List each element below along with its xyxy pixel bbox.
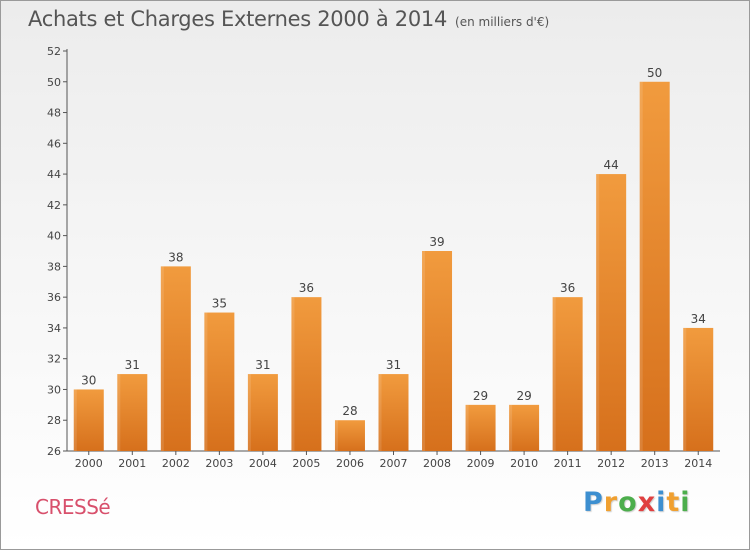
chart-title-text: Achats et Charges Externes 2000 à 2014	[28, 7, 448, 31]
x-tick-label: 2004	[249, 457, 277, 470]
commune-name: CRESSé	[35, 495, 111, 519]
bar-highlight	[204, 312, 208, 451]
y-tick-label: 36	[47, 291, 61, 304]
bar	[422, 251, 453, 451]
data-label: 36	[299, 281, 314, 295]
bar-highlight	[291, 297, 295, 451]
bar-highlight	[639, 81, 643, 452]
data-label: 31	[255, 358, 270, 372]
x-tick-label: 2014	[684, 457, 712, 470]
bar	[465, 404, 496, 451]
data-label: 29	[516, 389, 531, 403]
bar	[73, 389, 104, 451]
bar	[639, 81, 670, 452]
bar	[247, 374, 278, 451]
data-label: 31	[386, 358, 401, 372]
x-tick-label: 2007	[380, 457, 408, 470]
proxiti-logo[interactable]: Proxiti	[583, 487, 691, 518]
data-label: 38	[168, 250, 183, 264]
y-tick-label: 44	[47, 168, 61, 181]
x-tick-label: 2012	[597, 457, 625, 470]
x-tick-label: 2006	[336, 457, 364, 470]
y-tick-label: 40	[47, 230, 61, 243]
bar-highlight	[465, 404, 469, 451]
x-tick-label: 2013	[641, 457, 669, 470]
y-tick-label: 32	[47, 353, 61, 366]
x-tick-label: 2011	[554, 457, 582, 470]
bar	[552, 297, 583, 451]
x-tick-label: 2008	[423, 457, 451, 470]
y-tick-label: 34	[47, 322, 61, 335]
y-tick-label: 28	[47, 414, 61, 427]
x-tick-label: 2002	[162, 457, 190, 470]
bar	[291, 297, 322, 451]
bar-highlight	[683, 327, 687, 451]
logo-letter: o	[618, 487, 638, 518]
chart-subtitle: (en milliers d'€)	[455, 15, 550, 29]
bar-highlight	[422, 251, 426, 451]
bar-highlight	[596, 174, 600, 452]
x-tick-label: 2010	[510, 457, 538, 470]
bar	[160, 266, 191, 451]
bar	[204, 312, 235, 451]
bar	[683, 327, 714, 451]
data-label: 29	[473, 389, 488, 403]
x-tick-label: 2009	[467, 457, 495, 470]
data-label: 35	[212, 297, 227, 311]
y-tick-label: 42	[47, 199, 61, 212]
logo-letter: t	[666, 487, 681, 518]
x-tick-label: 2000	[75, 457, 103, 470]
logo-letter: x	[637, 487, 657, 518]
y-tick-label: 26	[47, 445, 61, 458]
bar	[117, 374, 148, 451]
bar	[596, 174, 627, 452]
x-tick-label: 2001	[118, 457, 146, 470]
y-tick-label: 50	[47, 76, 61, 89]
bar	[334, 420, 365, 451]
bar-highlight	[117, 374, 121, 451]
bar-highlight	[509, 404, 513, 451]
logo-letter: P	[583, 487, 604, 518]
bar-highlight	[73, 389, 77, 451]
data-label: 34	[691, 312, 706, 326]
bar-highlight	[552, 297, 556, 451]
bar-highlight	[334, 420, 338, 451]
y-tick-label: 38	[47, 260, 61, 273]
x-tick-label: 2005	[292, 457, 320, 470]
y-tick-label: 30	[47, 383, 61, 396]
logo-letter: i	[656, 487, 667, 518]
chart-title: Achats et Charges Externes 2000 à 2014 (e…	[28, 7, 549, 31]
bar	[509, 404, 540, 451]
bar	[378, 374, 409, 451]
data-label: 44	[604, 158, 619, 172]
y-tick-label: 52	[47, 45, 61, 58]
data-label: 31	[125, 358, 140, 372]
logo-letter: r	[603, 487, 619, 518]
x-tick-label: 2003	[205, 457, 233, 470]
bar-highlight	[247, 374, 251, 451]
data-label: 50	[647, 66, 662, 80]
logo-letter: i	[680, 487, 691, 518]
data-label: 28	[342, 404, 357, 418]
bar-highlight	[378, 374, 382, 451]
data-label: 39	[429, 235, 444, 249]
y-tick-label: 48	[47, 107, 61, 120]
y-tick-label: 46	[47, 137, 61, 150]
bar-highlight	[160, 266, 164, 451]
data-label: 30	[81, 373, 96, 387]
data-label: 36	[560, 281, 575, 295]
